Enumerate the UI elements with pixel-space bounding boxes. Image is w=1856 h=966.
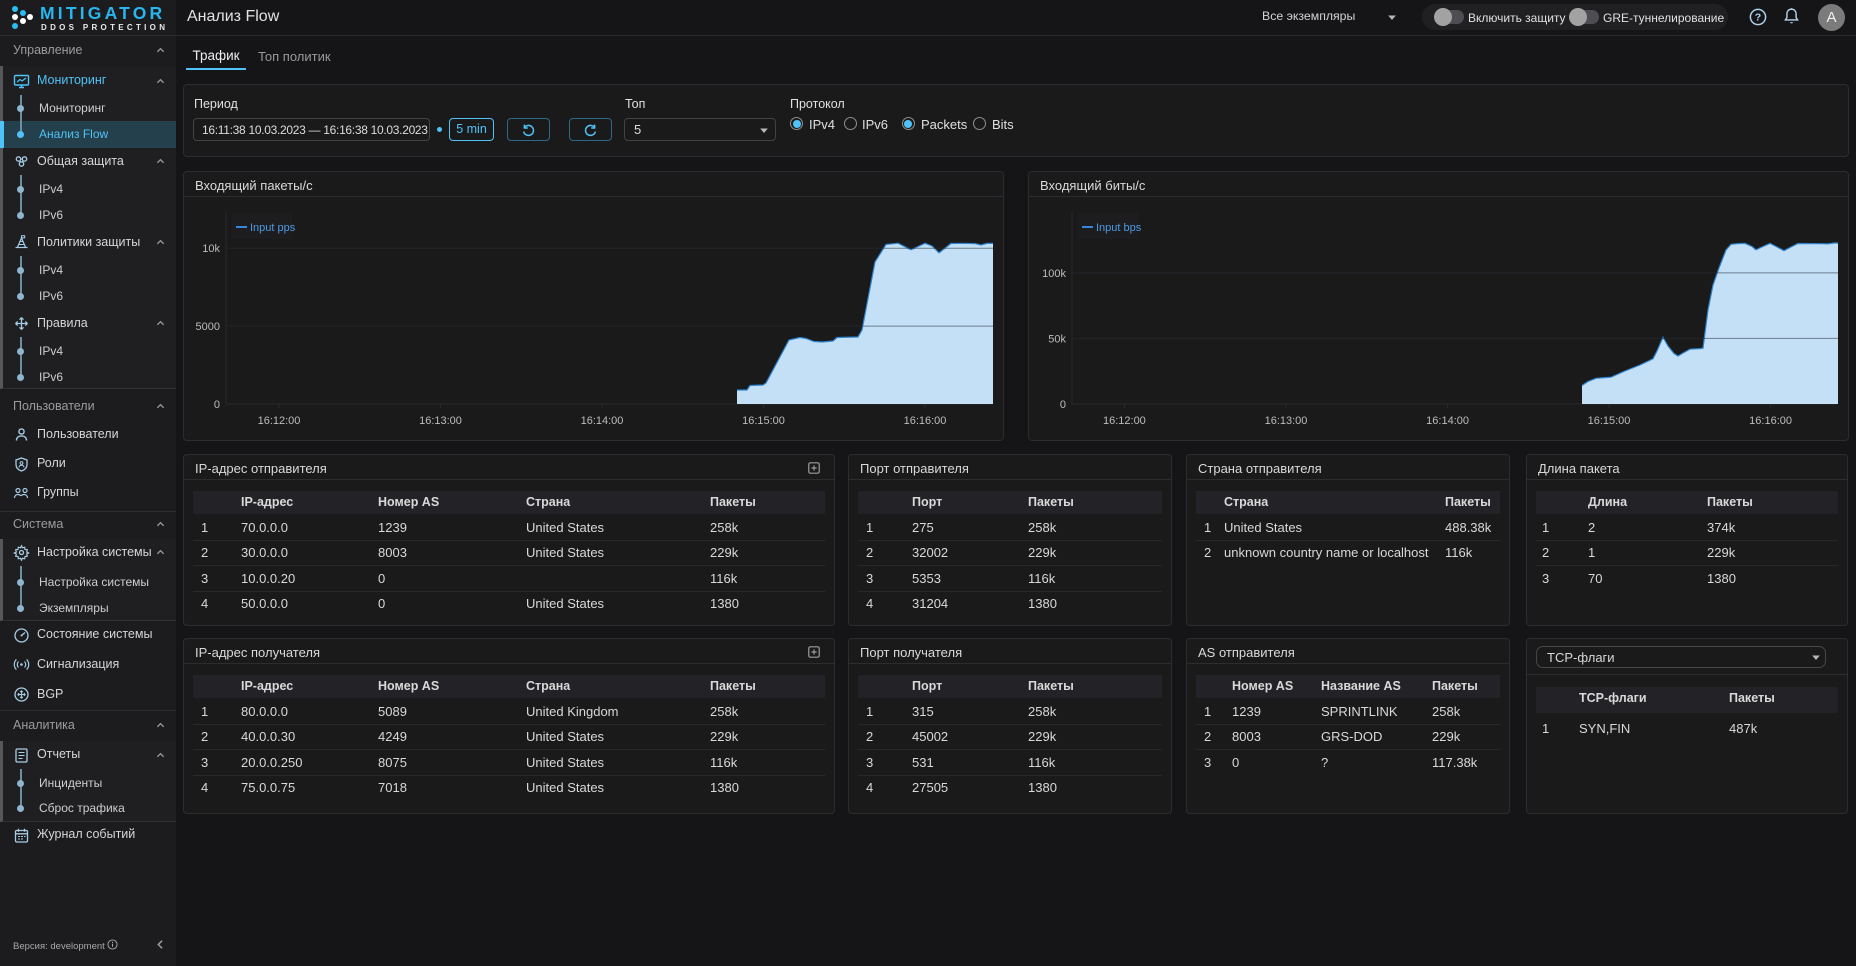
svg-text:100k: 100k <box>1042 268 1066 280</box>
svg-text:0: 0 <box>1060 399 1066 411</box>
svg-text:16:12:00: 16:12:00 <box>258 415 301 427</box>
svg-text:16:16:00: 16:16:00 <box>1749 415 1792 427</box>
svg-text:5000: 5000 <box>196 321 220 333</box>
svg-text:?: ? <box>1755 12 1761 24</box>
svg-text:Input pps: Input pps <box>250 222 296 234</box>
svg-text:50k: 50k <box>1048 333 1066 345</box>
svg-text:0: 0 <box>214 399 220 411</box>
svg-text:Input bps: Input bps <box>1096 222 1142 234</box>
svg-text:16:15:00: 16:15:00 <box>742 415 785 427</box>
svg-text:16:16:00: 16:16:00 <box>904 415 947 427</box>
svg-text:16:12:00: 16:12:00 <box>1103 415 1146 427</box>
svg-text:10k: 10k <box>202 243 220 255</box>
svg-text:16:15:00: 16:15:00 <box>1588 415 1631 427</box>
svg-text:16:14:00: 16:14:00 <box>1426 415 1469 427</box>
svg-text:16:13:00: 16:13:00 <box>1265 415 1308 427</box>
svg-text:16:13:00: 16:13:00 <box>419 415 462 427</box>
svg-text:16:14:00: 16:14:00 <box>581 415 624 427</box>
